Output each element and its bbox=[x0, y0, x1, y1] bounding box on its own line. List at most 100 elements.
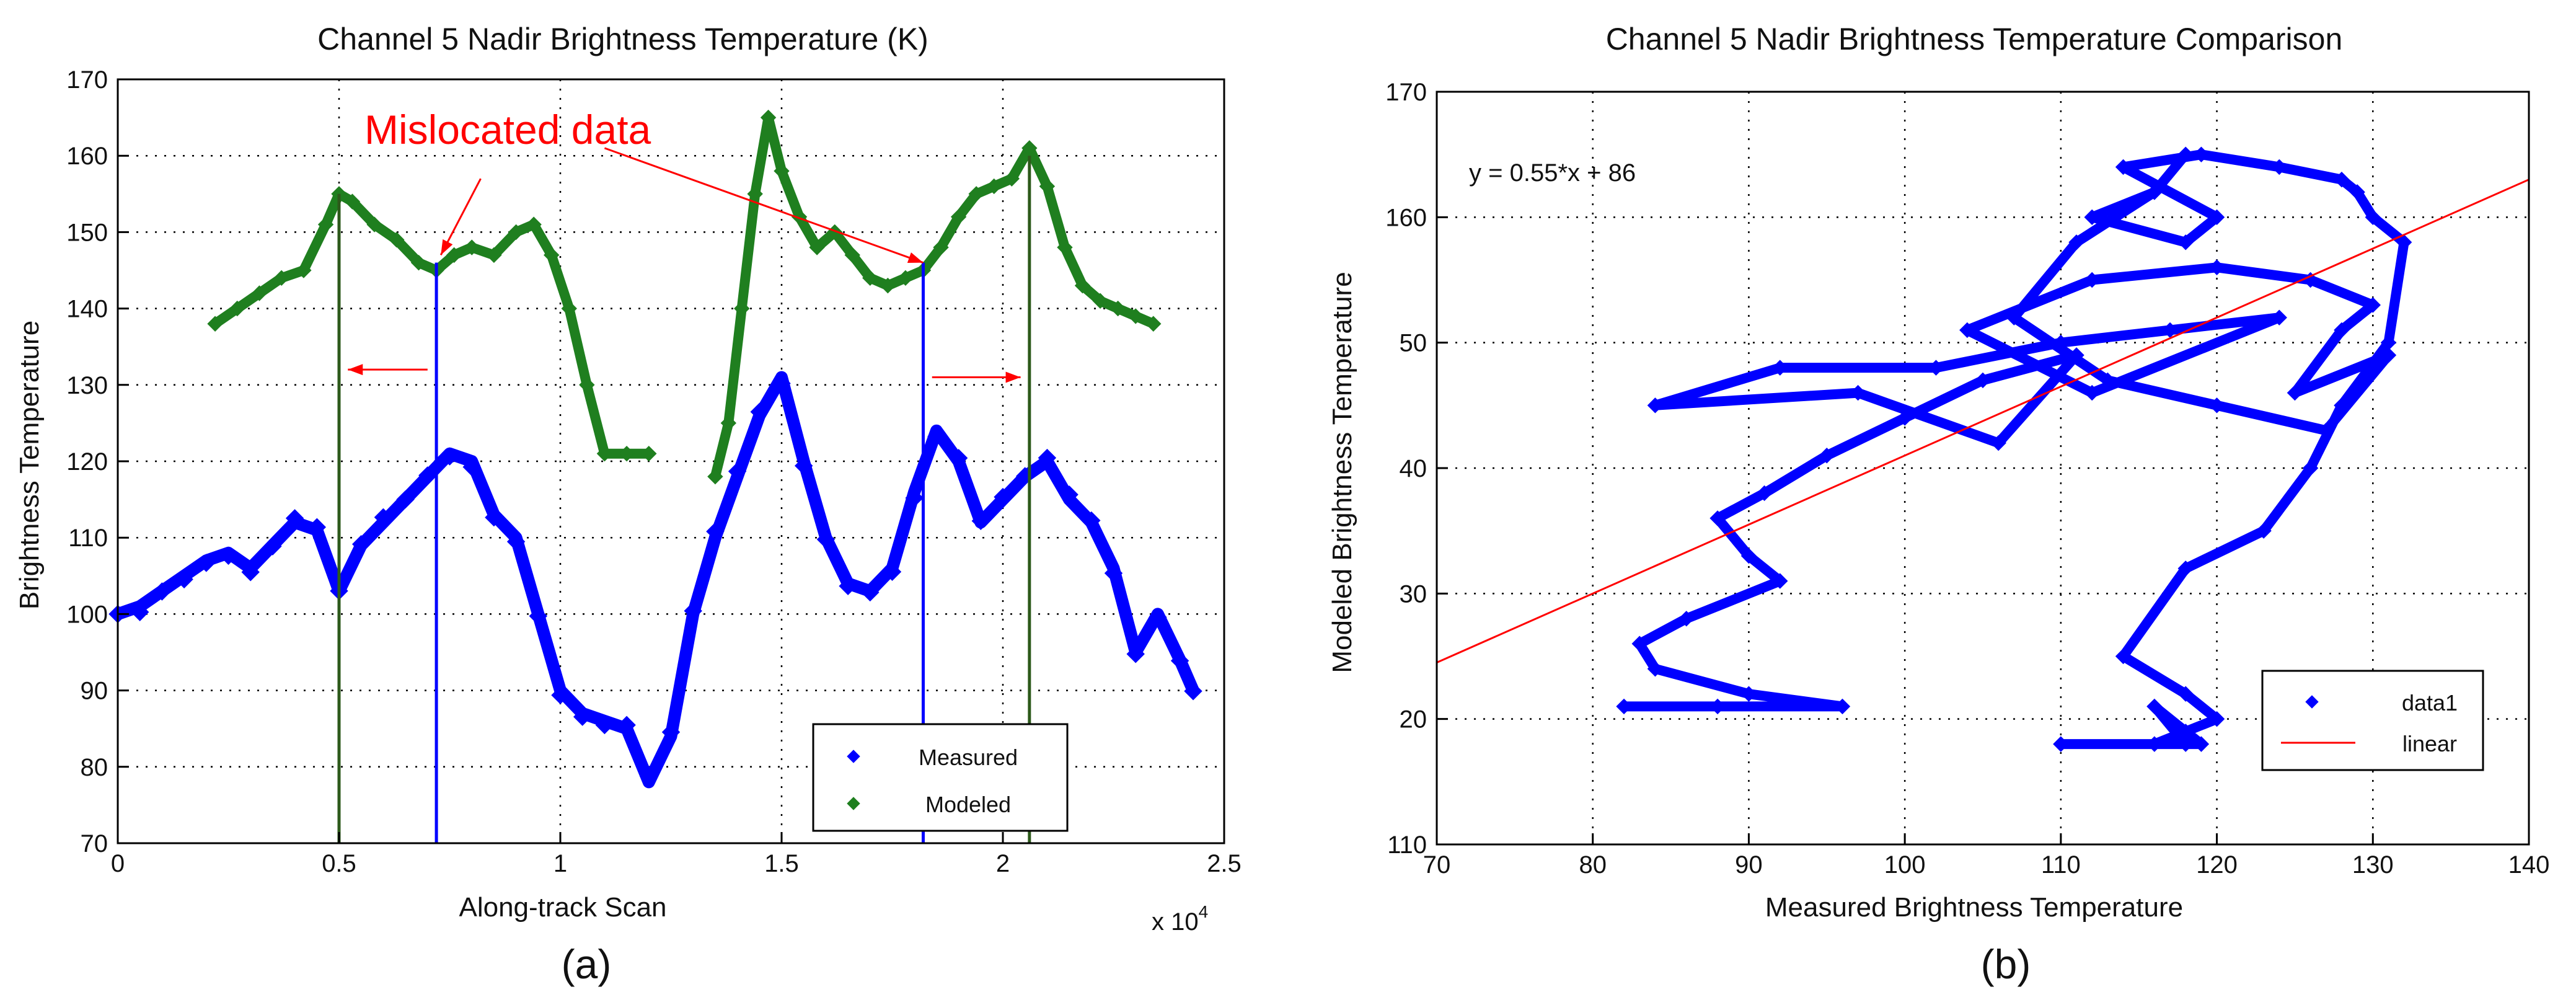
data1-point bbox=[1678, 611, 1695, 627]
annotation-arrow bbox=[604, 147, 924, 264]
annotation-arrow bbox=[348, 364, 428, 376]
modeled-series bbox=[707, 109, 1162, 485]
chart-a-y-tick-label: 110 bbox=[68, 525, 108, 552]
chart-a-series bbox=[108, 109, 1202, 789]
measured-point bbox=[241, 563, 260, 582]
measured-point bbox=[175, 570, 193, 589]
data1-point bbox=[1772, 573, 1788, 589]
chart-b-y-tick-label: 160 bbox=[1385, 204, 1427, 231]
measured-point bbox=[971, 512, 990, 530]
chart-a-title: Channel 5 Nadir Brightness Temperature (… bbox=[317, 22, 929, 56]
chart-a: Channel 5 Nadir Brightness Temperature (… bbox=[14, 22, 1242, 987]
modeled-point bbox=[389, 232, 405, 248]
measured-point bbox=[130, 603, 149, 622]
modeled-point bbox=[862, 270, 878, 286]
modeled-point bbox=[950, 209, 967, 225]
chart-a-legend: Measured Modeled bbox=[812, 723, 1069, 832]
measured-point bbox=[1038, 448, 1057, 467]
legend-label-data1: data1 bbox=[2402, 690, 2458, 715]
data1-point bbox=[2318, 422, 2334, 439]
measured-series bbox=[108, 371, 1202, 789]
data1-point bbox=[1819, 448, 1835, 464]
chart-b-series bbox=[1436, 146, 2530, 752]
data1-point bbox=[2334, 171, 2350, 188]
data1-point bbox=[2177, 560, 2194, 577]
chart-a-y-tick-label: 130 bbox=[66, 372, 108, 399]
modeled-point bbox=[464, 239, 480, 255]
measured-point bbox=[285, 509, 304, 528]
annotation-arrow bbox=[439, 178, 482, 256]
modeled-point bbox=[791, 209, 808, 225]
chart-b: Channel 5 Nadir Brightness Temperature C… bbox=[1327, 22, 2549, 987]
modeled-point bbox=[596, 445, 613, 462]
modeled-point bbox=[734, 300, 750, 317]
data1-point bbox=[2084, 209, 2100, 226]
chart-a-x-axis-label: Along-track Scan bbox=[459, 892, 666, 923]
measured-point bbox=[772, 374, 791, 393]
data1-point bbox=[1647, 397, 1664, 414]
data1-point bbox=[2271, 309, 2287, 326]
modeled-point bbox=[720, 415, 737, 432]
modeled-point bbox=[251, 285, 268, 301]
measured-point bbox=[1149, 608, 1167, 627]
chart-b-y-tick-label: 50 bbox=[1400, 330, 1427, 357]
data1-point bbox=[2177, 146, 2194, 162]
chart-b-x-tick-label: 120 bbox=[2196, 851, 2238, 879]
panel-label-b: (b) bbox=[1981, 941, 2031, 987]
legend-marker-modeled bbox=[847, 797, 860, 810]
measured-point bbox=[640, 768, 658, 786]
modeled-point bbox=[1127, 308, 1144, 324]
chart-a-y-tick-label: 120 bbox=[66, 448, 108, 476]
chart-b-y-tick-label: 170 bbox=[1385, 79, 1427, 106]
modeled-point bbox=[544, 247, 560, 264]
measured-point bbox=[617, 715, 636, 735]
measured-point bbox=[706, 522, 725, 541]
data1-point bbox=[1709, 698, 1726, 715]
measured-point bbox=[794, 456, 813, 475]
data1-point bbox=[1631, 636, 1647, 652]
modeled-point bbox=[561, 300, 577, 317]
measured-point bbox=[396, 490, 415, 509]
chart-b-y-tick-label: 30 bbox=[1400, 580, 1427, 608]
data1-point bbox=[2271, 159, 2287, 175]
data1-point bbox=[2115, 159, 2132, 175]
data1-point bbox=[2302, 460, 2319, 476]
data1-point bbox=[1959, 322, 1975, 339]
panel-label-a: (a) bbox=[562, 941, 612, 987]
data1-point bbox=[2177, 234, 2194, 250]
modeled-point bbox=[296, 262, 312, 278]
measured-point bbox=[883, 562, 902, 581]
measured-point bbox=[219, 546, 238, 565]
data1-point bbox=[2334, 397, 2350, 414]
measured-point bbox=[529, 606, 548, 626]
modeled-point bbox=[880, 277, 896, 294]
chart-a-x-tick-label: 1 bbox=[554, 850, 567, 877]
modeled-point bbox=[1109, 300, 1126, 317]
modeled-point bbox=[317, 216, 334, 232]
measured-point bbox=[816, 530, 836, 549]
data1-point bbox=[2208, 259, 2225, 275]
modeled-point bbox=[1092, 293, 1108, 309]
data1-point bbox=[2380, 347, 2397, 363]
measured-point bbox=[927, 427, 946, 446]
chart-b-x-tick-label: 140 bbox=[2508, 851, 2550, 879]
data1-series bbox=[1616, 146, 2412, 752]
chart-b-x-axis-label: Measured Brightness Temperature bbox=[1765, 892, 2183, 923]
measured-point bbox=[684, 601, 702, 621]
chart-b-ticks: 70 80 90 100 110 120 130 140 110 20 30 40 50 160 170 bbox=[1385, 79, 2549, 879]
measured-point bbox=[462, 458, 481, 476]
measured-point bbox=[1104, 564, 1123, 583]
data1-point bbox=[2349, 184, 2365, 200]
measured-point bbox=[1060, 485, 1078, 504]
modeled-point bbox=[1039, 178, 1056, 195]
chart-b-x-tick-label: 80 bbox=[1579, 851, 1607, 879]
data1-point bbox=[1975, 372, 1991, 389]
chart-b-y-tick-label: 40 bbox=[1400, 455, 1427, 482]
measured-point bbox=[418, 466, 437, 485]
modeled-point bbox=[344, 193, 361, 210]
chart-a-y-tick-label: 80 bbox=[81, 754, 108, 781]
linear-fit-line bbox=[1436, 179, 2530, 663]
data1-point bbox=[2365, 209, 2381, 226]
modeled-point bbox=[933, 239, 949, 255]
measured-point bbox=[595, 715, 614, 735]
